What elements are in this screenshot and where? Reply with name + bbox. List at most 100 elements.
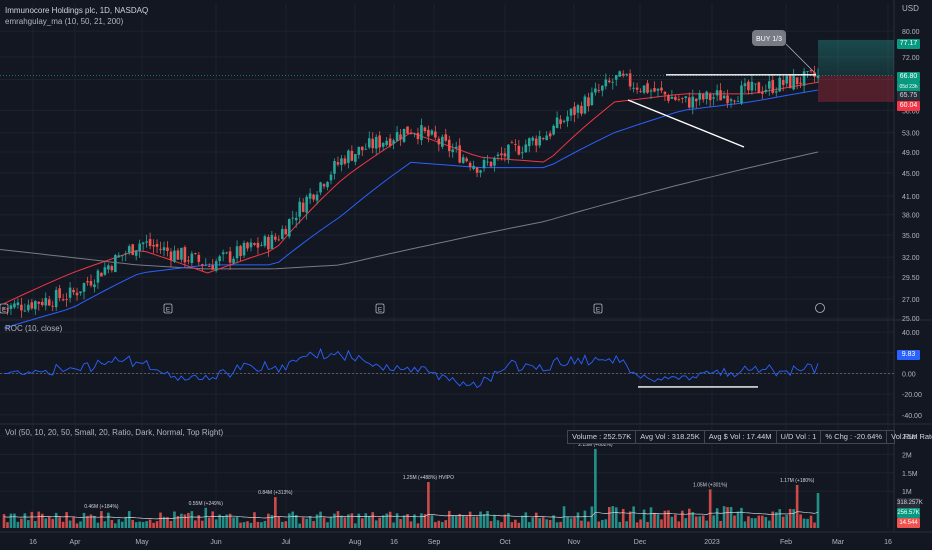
volume-bar	[750, 518, 754, 528]
time-tick-label: 2023	[704, 539, 720, 546]
volume-bar	[465, 516, 468, 528]
candle-body	[601, 85, 604, 91]
volume-bar	[420, 513, 423, 528]
candle-body	[694, 98, 698, 102]
candle-body	[733, 100, 736, 102]
candle-body	[145, 241, 148, 243]
volume-bar	[416, 523, 420, 528]
candle-body	[162, 247, 166, 251]
roc-value-label: 9.83	[897, 350, 920, 360]
candle-body	[413, 133, 416, 135]
volume-indicator-legend[interactable]: Vol (50, 10, 20, 50, Small, 20, Ratio, D…	[5, 428, 224, 437]
volume-bar	[614, 507, 618, 528]
candle-body	[517, 145, 521, 155]
volume-bar	[618, 522, 622, 528]
volume-bar	[204, 507, 208, 528]
volume-bar	[747, 516, 750, 528]
candle-body	[385, 140, 388, 145]
small-volume-label: 14.544	[897, 518, 920, 528]
candle-body	[705, 91, 708, 99]
volume-bar	[461, 515, 465, 528]
volume-bar	[656, 514, 660, 528]
volume-bar	[649, 507, 653, 528]
volume-bar	[437, 520, 441, 528]
candle-body	[562, 120, 566, 122]
volume-bar	[778, 509, 782, 528]
volume-bar	[806, 518, 809, 528]
volume-bar	[764, 516, 768, 528]
volume-bar	[809, 515, 813, 528]
volume-bar	[263, 520, 267, 528]
volume-bar	[719, 520, 722, 528]
volume-bar	[566, 516, 569, 528]
candle-body	[374, 136, 378, 149]
volume-bar	[253, 512, 256, 528]
candle-body	[639, 90, 642, 92]
candle-body	[614, 75, 618, 80]
roc-indicator-legend[interactable]: ROC (10, close)	[5, 324, 63, 333]
volume-bar	[103, 521, 107, 528]
volume-bar	[183, 514, 187, 528]
volume-bar	[242, 522, 246, 528]
volume-bar	[207, 517, 211, 528]
candle-body	[802, 71, 806, 86]
volume-bar	[607, 506, 611, 528]
target-price-label: 77.17	[897, 39, 920, 49]
volume-bar	[145, 521, 148, 528]
candle-body	[37, 301, 41, 304]
candle-body	[785, 75, 788, 84]
symbol-title[interactable]: Immunocore Holdings plc, 1D, NASDAQ	[5, 6, 149, 15]
candle-body	[795, 77, 799, 85]
candle-body	[761, 91, 764, 94]
candle-body	[757, 82, 761, 94]
candle-body	[548, 133, 552, 137]
volume-spike-label: 1.17M (+180%)	[780, 478, 815, 484]
candle-body	[646, 83, 649, 93]
candle-body	[13, 303, 16, 308]
candle-body	[444, 134, 448, 141]
volume-bar	[534, 512, 538, 528]
volume-bar	[305, 518, 308, 528]
time-tick-label: Nov	[568, 539, 581, 546]
candle-body	[409, 133, 413, 135]
volume-bar	[246, 521, 249, 528]
time-tick-label: Sep	[428, 539, 441, 546]
candle-body	[569, 108, 573, 116]
volume-bar	[211, 511, 215, 528]
candle-body	[183, 247, 187, 263]
candle-body	[270, 234, 274, 249]
candle-body	[159, 248, 162, 250]
candle-body	[298, 201, 301, 217]
volume-bar	[604, 519, 608, 528]
volume-bar	[413, 514, 416, 528]
volume-bar	[625, 521, 628, 528]
price-tick-label: 41.00	[902, 194, 920, 201]
earnings-marker	[375, 303, 385, 314]
candle-body	[343, 158, 347, 164]
candle-body	[79, 291, 82, 294]
volume-bar	[298, 523, 301, 528]
candle-body	[406, 126, 409, 134]
candle-body	[611, 81, 615, 83]
candle-body	[274, 236, 277, 240]
volume-bar	[799, 514, 802, 528]
candle-body	[68, 287, 72, 298]
price-tick-label: 58.00	[902, 108, 920, 115]
candle-body	[194, 253, 197, 255]
volume-bar	[402, 515, 406, 528]
time-tick-label: Jun	[210, 539, 221, 546]
volume-bar	[681, 510, 684, 528]
roc-pane	[0, 347, 894, 389]
volume-bar	[30, 511, 34, 528]
volume-bar	[58, 517, 61, 528]
volume-bar	[507, 513, 510, 528]
volume-bar	[2, 514, 6, 528]
volume-bar	[399, 519, 402, 528]
ma-indicator-legend[interactable]: emrahgulay_ma (10, 50, 21, 200)	[5, 17, 124, 26]
volume-bar	[197, 515, 201, 528]
time-tick-label: 16	[390, 539, 398, 546]
volume-bar	[642, 509, 646, 528]
volume-bar	[329, 517, 333, 528]
candle-body	[124, 253, 128, 255]
